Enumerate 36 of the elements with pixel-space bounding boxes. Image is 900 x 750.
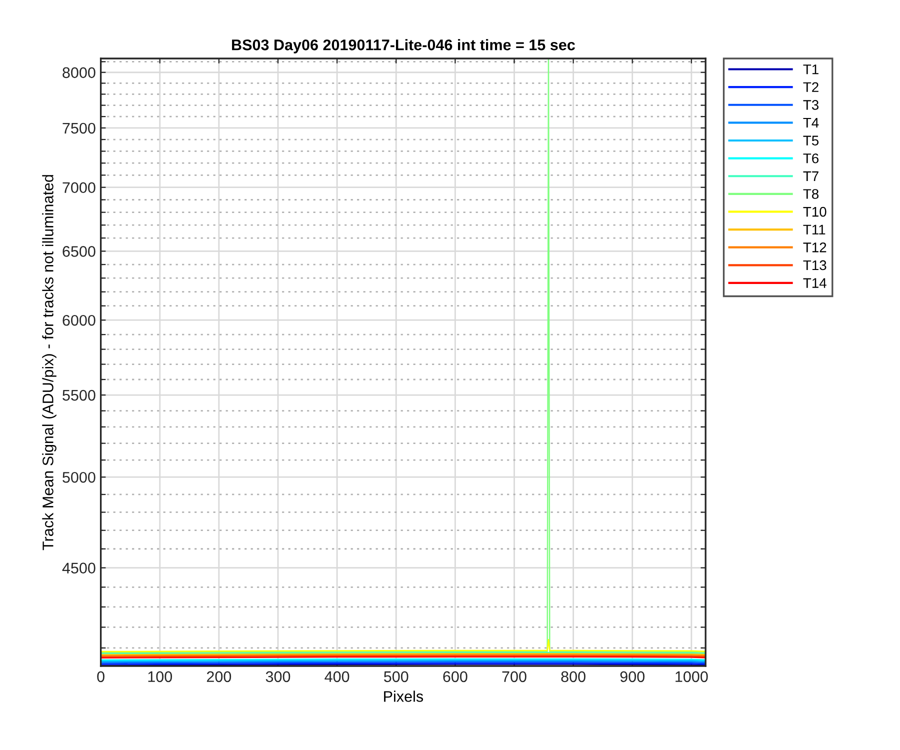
legend-label: T12 [803,242,826,252]
x-tick-label: 800 [561,671,586,682]
legend-label: T6 [803,153,819,164]
legend-label: T11 [803,224,826,234]
x-tick-label: 400 [324,671,350,682]
x-tick-label: 1000 [676,671,708,682]
x-tick-label: 900 [620,671,645,682]
y-tick-label: 6500 [62,246,96,257]
legend-label: T7 [803,171,818,181]
y-axis-title: Track Mean Signal (ADU/pix) - for tracks not illuminated [42,175,56,550]
legend-label: T2 [803,82,818,92]
x-tick-label: 700 [502,671,526,682]
chart-title: BS03 Day06 20190117-Lite-046 int time = 15 sec [232,39,575,54]
legend-label: T8 [803,189,819,199]
line-series [100,638,706,652]
y-tick-label: 8000 [62,67,96,78]
legend-label: T4 [803,118,819,128]
legend-label: T14 [803,278,826,288]
legend-label: T5 [803,136,819,146]
y-tick-label: 7000 [62,182,96,194]
x-tick-label: 200 [206,671,232,682]
y-tick-label: 5000 [62,472,96,483]
x-tick-label: 100 [148,671,172,682]
legend-label: T13 [803,260,826,270]
x-tick-label: 0 [97,671,104,682]
legend-label: T10 [803,206,826,217]
y-tick-label: 4500 [62,562,96,574]
x-tick-label: 600 [443,671,468,682]
y-tick-label: 7500 [62,122,96,134]
x-tick-label: 500 [384,671,408,682]
y-tick-label: 5500 [62,390,96,401]
legend-label: T1 [803,64,818,74]
legend-label: T3 [803,100,819,110]
x-axis-title: Pixels [384,690,424,702]
y-tick-label: 6000 [62,314,96,326]
x-tick-label: 300 [266,671,290,682]
